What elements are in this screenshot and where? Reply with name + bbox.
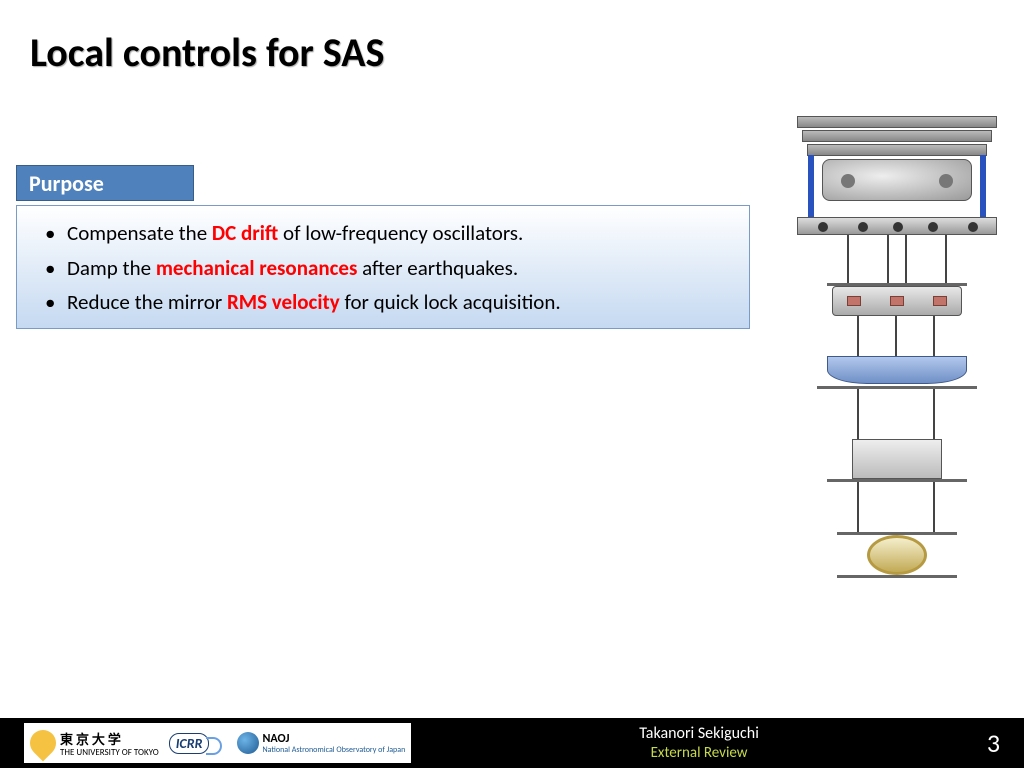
diagram-top-plate [802,130,992,142]
purpose-content-box: Compensate the DC drift of low-frequency… [16,205,750,329]
highlight: DC drift [212,220,278,246]
footer-author: Takanori Sekiguchi [639,724,759,743]
diagram-crossbar [797,217,997,235]
footer-subtitle: External Review [639,744,759,762]
naoj-icon [237,732,259,754]
diagram-rod [980,155,986,217]
diagram-rods [827,482,967,532]
diagram-stage [832,286,962,316]
naoj-text: NAOJ [262,732,405,746]
sas-diagram [792,115,1002,640]
purpose-heading-text: Purpose [29,170,104,197]
purpose-item: Compensate the DC drift of low-frequency… [45,216,731,251]
diagram-mirror [867,535,927,575]
slide: Local controls for SAS Purpose Compensat… [0,0,1024,768]
icrr-logo: ICRR [169,733,210,754]
footer-bar: 東 京 大 学 THE UNIVERSITY OF TOKYO ICRR NAO… [0,718,1024,768]
diagram-rod [808,155,814,217]
diagram-motor-stage [802,157,992,217]
diagram-rods [827,316,967,356]
diagram-motor [822,159,972,201]
diagram-box [852,439,942,479]
utokyo-en: THE UNIVERSITY OF TOKYO [60,748,159,757]
footer-logos: 東 京 大 学 THE UNIVERSITY OF TOKYO ICRR NAO… [24,723,411,763]
purpose-item: Damp the mechanical resonances after ear… [45,251,731,286]
utokyo-jp: 東 京 大 学 [60,729,159,748]
purpose-list: Compensate the DC drift of low-frequency… [45,216,731,320]
diagram-rods [827,235,967,283]
diagram-top-plate [797,116,997,128]
purpose-heading-box: Purpose [16,165,194,201]
purpose-item: Reduce the mirror RMS velocity for quick… [45,285,731,320]
highlight: RMS velocity [227,289,340,315]
slide-title: Local controls for SAS [30,28,384,77]
footer-center: Takanori Sekiguchi External Review [639,724,759,761]
diagram-blue-stage [827,356,967,384]
utokyo-logo: 東 京 大 学 THE UNIVERSITY OF TOKYO [30,729,159,757]
diagram-plate [837,575,957,578]
naoj-logo: NAOJ National Astronomical Observatory o… [237,732,405,754]
diagram-rods [827,389,967,439]
highlight: mechanical resonances [156,255,358,281]
diagram-top-plate [807,144,987,156]
utokyo-icon [25,725,62,762]
page-number: 3 [987,727,1000,759]
